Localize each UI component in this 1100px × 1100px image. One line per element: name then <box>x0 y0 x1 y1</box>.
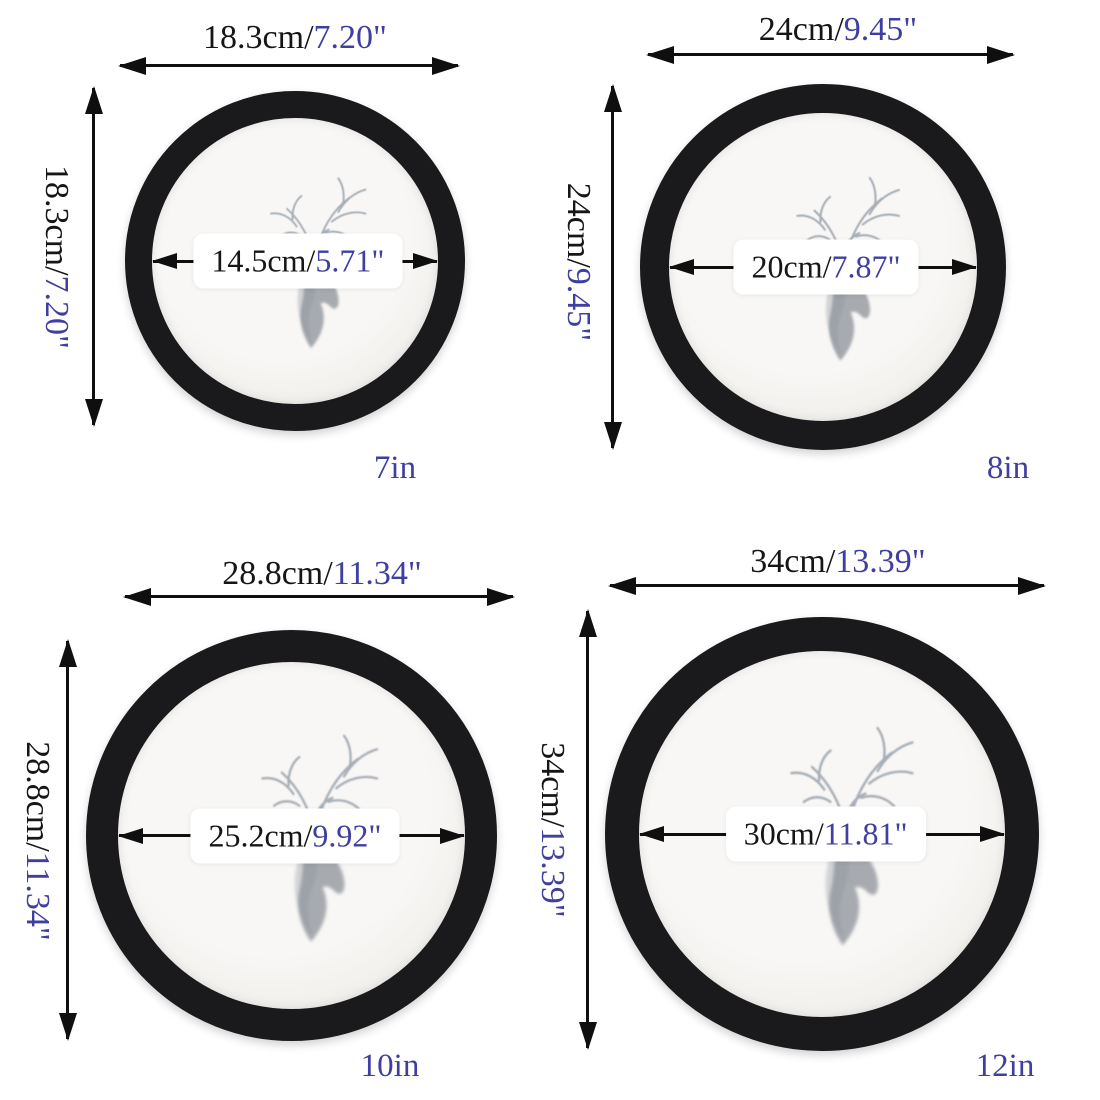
round-frame: 20cm/7.87" <box>640 84 1006 450</box>
height-cm-value: 34cm <box>534 742 571 818</box>
outer-height-label: 18.3cm/7.20" <box>34 87 78 427</box>
inner-inch-value: 11.81" <box>823 815 908 852</box>
width-cm-value: 34cm <box>750 543 826 580</box>
height-dimension-arrow <box>92 88 95 425</box>
size-caption: 7in <box>373 450 417 486</box>
height-inch-value: 9.45" <box>560 267 597 342</box>
width-dimension-arrow <box>125 595 513 598</box>
outer-width-label: 24cm/9.45" <box>668 8 1008 52</box>
inner-diameter-label: 14.5cm/5.71" <box>193 233 403 289</box>
width-dimension-arrow <box>120 64 458 67</box>
height-cm-value: 28.8cm <box>19 741 56 843</box>
inner-diameter-label: 25.2cm/9.92" <box>190 808 400 863</box>
unit-separator: / <box>323 555 333 592</box>
inner-diameter-label: 20cm/7.87" <box>733 239 919 295</box>
outer-width-label: 18.3cm/7.20" <box>125 16 465 60</box>
round-frame: 30cm/11.81" <box>605 617 1039 1051</box>
width-cm-value: 24cm <box>758 11 835 48</box>
height-dimension-arrow <box>66 641 69 1039</box>
inner-cm-value: 25.2cm <box>208 817 304 853</box>
inner-cm-value: 20cm <box>751 248 823 285</box>
inner-cm-value: 14.5cm <box>211 242 307 279</box>
inner-inch-value: 9.92" <box>312 817 382 853</box>
height-dimension-arrow <box>586 611 589 1048</box>
unit-separator: / <box>560 258 597 268</box>
width-inch-value: 13.39" <box>835 543 926 580</box>
unit-separator: / <box>814 815 824 852</box>
inner-cm-value: 30cm <box>743 815 815 852</box>
width-inch-value: 9.45" <box>843 11 918 48</box>
unit-separator: / <box>834 11 844 48</box>
width-inch-value: 11.34" <box>332 555 422 592</box>
outer-height-label: 34cm/13.39" <box>530 620 574 1040</box>
width-dimension-arrow <box>610 584 1044 587</box>
height-dimension-arrow <box>611 86 614 448</box>
height-cm-value: 18.3cm <box>38 165 75 267</box>
unit-separator: / <box>825 543 836 580</box>
outer-height-label: 28.8cm/11.34" <box>15 641 59 1041</box>
width-cm-value: 28.8cm <box>222 555 324 592</box>
inner-inch-value: 7.87" <box>831 248 901 285</box>
size-caption: 12in <box>975 1048 1035 1084</box>
height-inch-value: 11.34" <box>19 851 56 941</box>
outer-height-label: 24cm/9.45" <box>556 92 600 432</box>
size-caption: 10in <box>360 1048 420 1084</box>
height-inch-value: 13.39" <box>534 827 571 918</box>
unit-separator: / <box>303 817 313 853</box>
width-dimension-arrow <box>648 53 1013 56</box>
height-cm-value: 24cm <box>560 182 597 259</box>
outer-width-label: 28.8cm/11.34" <box>152 552 492 596</box>
outer-width-label: 34cm/13.39" <box>668 540 1008 584</box>
inner-diameter-label: 30cm/11.81" <box>725 806 926 862</box>
unit-separator: / <box>822 248 832 285</box>
unit-separator: / <box>534 817 571 828</box>
size-caption: 8in <box>986 450 1030 486</box>
inner-inch-value: 5.71" <box>315 242 385 279</box>
width-cm-value: 18.3cm <box>203 19 305 56</box>
unit-separator: / <box>38 266 75 276</box>
round-frame: 25.2cm/9.92" <box>86 630 497 1041</box>
unit-separator: / <box>306 242 316 279</box>
unit-separator: / <box>304 19 314 56</box>
width-inch-value: 7.20" <box>313 19 387 56</box>
unit-separator: / <box>19 842 56 852</box>
round-frame: 14.5cm/5.71" <box>125 91 465 431</box>
height-inch-value: 7.20" <box>38 275 75 349</box>
